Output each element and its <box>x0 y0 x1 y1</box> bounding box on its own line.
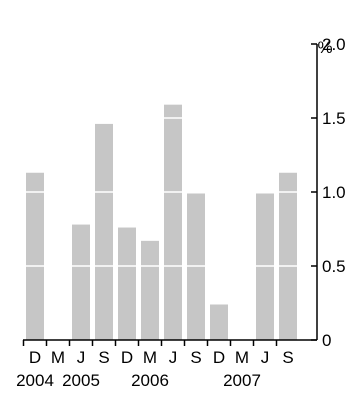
y-tick-label-4: 2.0 <box>322 35 346 54</box>
x-tick-label-5: M <box>143 348 157 367</box>
x-tick-label-10: J <box>261 348 270 367</box>
bar-8 <box>210 304 228 340</box>
y-tick-label-0: 0 <box>322 331 331 350</box>
y-unit-label: % <box>317 38 332 57</box>
bars-layer <box>26 104 297 341</box>
x-tick-label-11: S <box>282 348 293 367</box>
x-year-labels: 2004 2005 2006 2007 <box>16 371 261 390</box>
bar-4 <box>118 227 136 340</box>
bar-11 <box>279 172 297 340</box>
y-tick-label-2: 1.0 <box>322 183 346 202</box>
x-tick-label-1: M <box>51 348 65 367</box>
x-tick-label-4: D <box>121 348 133 367</box>
x-year-label-0: 2004 <box>16 371 54 390</box>
x-year-label-1: 2005 <box>62 371 100 390</box>
x-tick-label-7: S <box>190 348 201 367</box>
x-tick-label-6: J <box>169 348 178 367</box>
bar-0 <box>26 172 44 340</box>
x-tick-label-0: D <box>29 348 41 367</box>
bar-2 <box>72 224 90 340</box>
y-tick-labels: 0 0.5 1.0 1.5 2.0 <box>322 35 346 350</box>
gridlines-layer <box>24 43 317 267</box>
x-tick-label-8: D <box>213 348 225 367</box>
y-tick-label-3: 1.5 <box>322 109 346 128</box>
x-tick-label-3: S <box>98 348 109 367</box>
bar-3 <box>95 123 113 340</box>
x-tick-label-9: M <box>235 348 249 367</box>
x-year-label-2: 2006 <box>131 371 169 390</box>
x-tick-label-2: J <box>77 348 86 367</box>
bar-5 <box>141 240 159 340</box>
y-axis <box>22 43 318 346</box>
y-tick-label-1: 0.5 <box>322 257 346 276</box>
x-year-label-3: 2007 <box>223 371 261 390</box>
bar-6 <box>164 104 182 341</box>
